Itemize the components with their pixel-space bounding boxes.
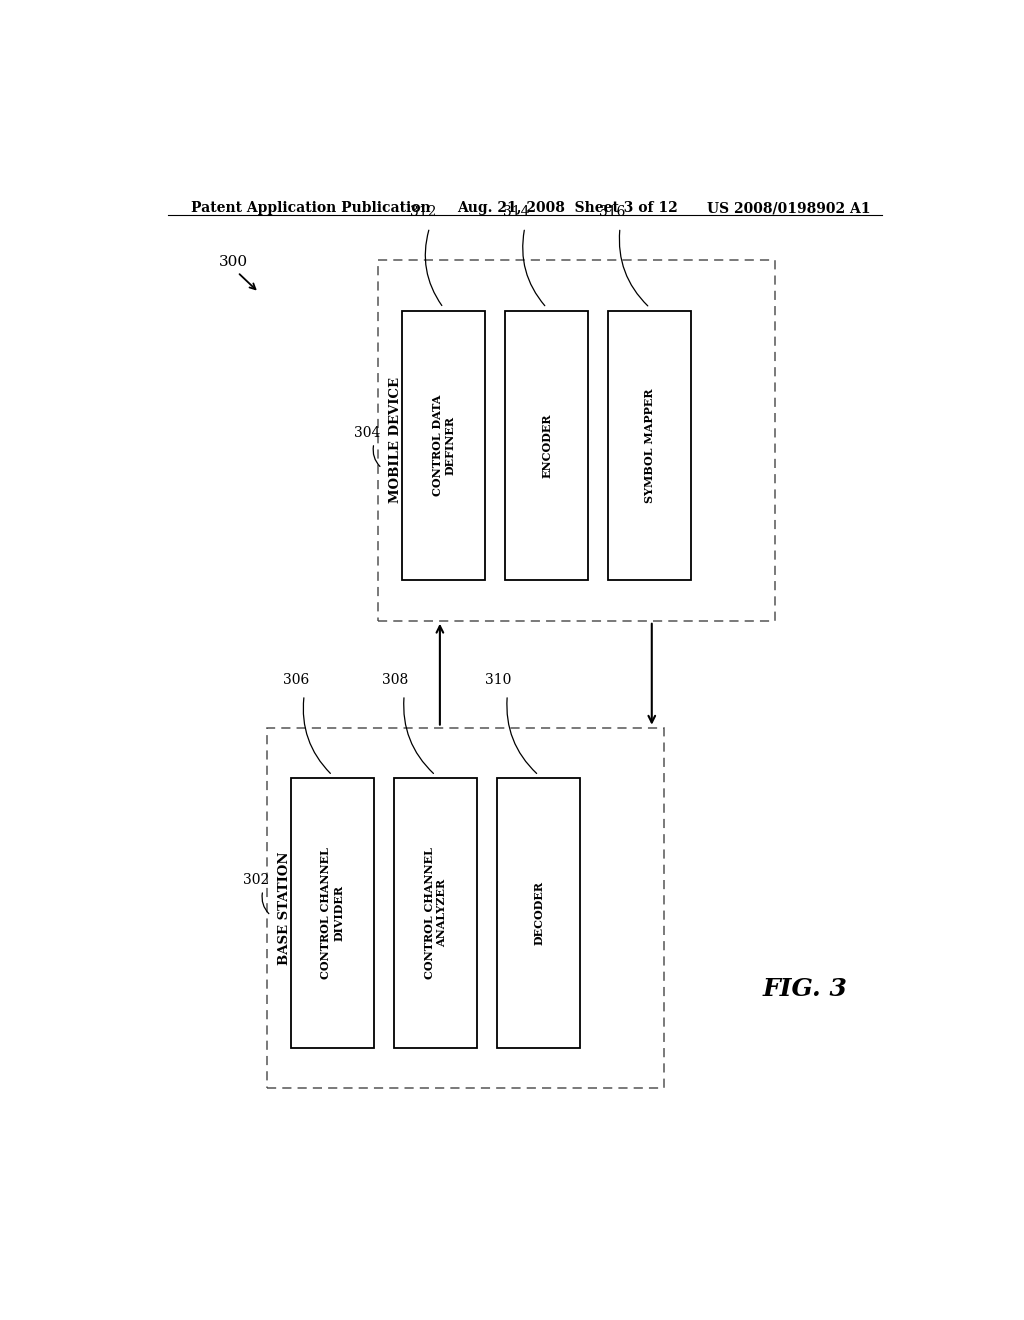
Text: 300: 300 (219, 255, 249, 269)
Text: US 2008/0198902 A1: US 2008/0198902 A1 (708, 201, 870, 215)
Bar (505, 312, 588, 581)
Text: 304: 304 (354, 426, 381, 440)
Text: Aug. 21, 2008  Sheet 3 of 12: Aug. 21, 2008 Sheet 3 of 12 (458, 201, 678, 215)
Text: 316: 316 (599, 206, 625, 219)
Text: Patent Application Publication: Patent Application Publication (191, 201, 431, 215)
Text: CONTROL CHANNEL
ANALYZER: CONTROL CHANNEL ANALYZER (424, 847, 447, 979)
Text: 314: 314 (504, 206, 529, 219)
Text: 308: 308 (382, 673, 409, 686)
Text: DECODER: DECODER (534, 880, 544, 945)
Text: 302: 302 (243, 873, 269, 887)
Text: BASE STATION: BASE STATION (278, 851, 291, 965)
Text: 310: 310 (485, 673, 512, 686)
Text: SYMBOL MAPPER: SYMBOL MAPPER (644, 388, 655, 503)
Bar (497, 779, 581, 1048)
Bar (608, 312, 691, 581)
Text: CONTROL DATA
DEFINER: CONTROL DATA DEFINER (431, 395, 456, 496)
Bar (401, 312, 485, 581)
Text: CONTROL CHANNEL
DIVIDER: CONTROL CHANNEL DIVIDER (321, 847, 344, 979)
Bar (267, 727, 664, 1089)
Bar (378, 260, 775, 620)
Text: FIG. 3: FIG. 3 (763, 977, 848, 1001)
Text: MOBILE DEVICE: MOBILE DEVICE (389, 378, 402, 503)
Text: 312: 312 (410, 206, 436, 219)
Bar (394, 779, 477, 1048)
Text: 306: 306 (283, 673, 309, 686)
Text: ENCODER: ENCODER (541, 413, 552, 478)
Bar (291, 779, 374, 1048)
